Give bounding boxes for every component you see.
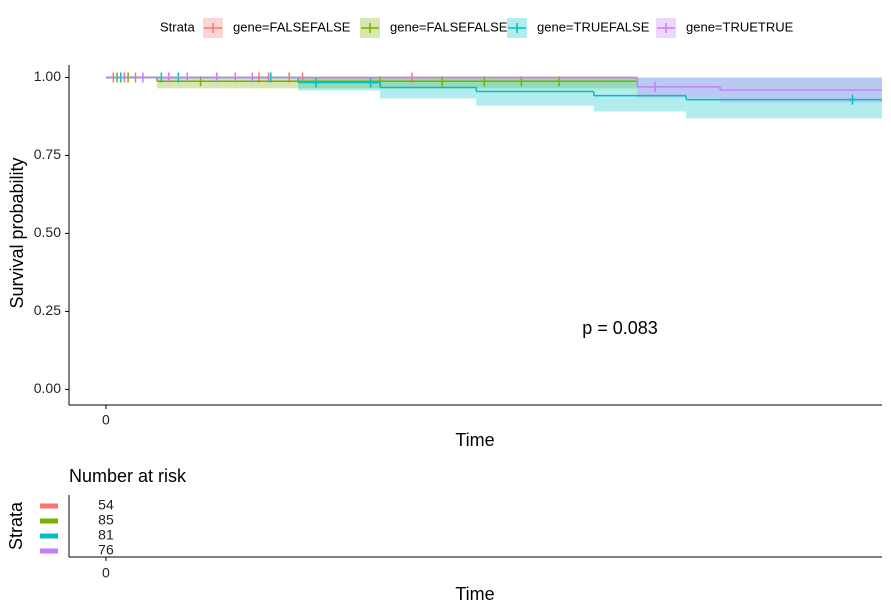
- ci-band: [593, 77, 687, 112]
- strata-key: [40, 548, 58, 554]
- legend-label: gene=FALSEFALSE: [233, 19, 351, 34]
- risk-count: 76: [98, 542, 114, 558]
- y-axis-label: Survival probability: [7, 157, 27, 308]
- legend-line: [508, 23, 526, 33]
- legend-line: [361, 23, 379, 33]
- risk-count: 81: [98, 527, 114, 543]
- y-tick-label: 0.75: [34, 146, 61, 162]
- legend-line: [657, 23, 675, 33]
- risk-y-label: Strata: [6, 501, 26, 550]
- y-tick-label: 0.25: [34, 302, 61, 318]
- x-axis-label: Time: [455, 430, 494, 450]
- legend-label: gene=TRUEFALSE: [537, 19, 650, 34]
- censor-mark: [230, 72, 241, 83]
- ci-band: [637, 77, 721, 98]
- strata-key: [40, 503, 58, 509]
- risk-x-label: Time: [455, 584, 494, 604]
- censor-mark: [310, 77, 321, 88]
- censor-mark: [847, 94, 858, 105]
- censor-mark: [211, 72, 222, 83]
- ci-band: [686, 77, 882, 119]
- censor-mark: [182, 72, 193, 83]
- risk-count: 85: [98, 512, 114, 528]
- ci-band: [156, 77, 638, 89]
- censor-mark: [137, 72, 148, 83]
- censor-mark: [247, 72, 258, 83]
- p-value: p = 0.083: [582, 318, 658, 338]
- x-tick-label: 0: [102, 412, 110, 428]
- y-tick-label: 0.00: [34, 380, 61, 396]
- risk-title: Number at risk: [69, 466, 187, 486]
- risk-count: 54: [98, 497, 114, 513]
- strata-key: [40, 533, 58, 539]
- legend-line: [204, 23, 222, 33]
- legend-title: Strata: [160, 19, 195, 34]
- y-tick-label: 1.00: [34, 68, 61, 84]
- y-tick-label: 0.50: [34, 224, 61, 240]
- ci-band: [298, 77, 381, 91]
- censor-mark: [163, 72, 174, 83]
- censor-mark: [650, 81, 661, 92]
- strata-key: [40, 518, 58, 524]
- x-tick-label: 0: [102, 565, 110, 581]
- legend-label: gene=FALSEFALSE: [390, 19, 508, 34]
- legend-label: gene=TRUETRUE: [686, 19, 794, 34]
- censor-mark: [365, 77, 376, 88]
